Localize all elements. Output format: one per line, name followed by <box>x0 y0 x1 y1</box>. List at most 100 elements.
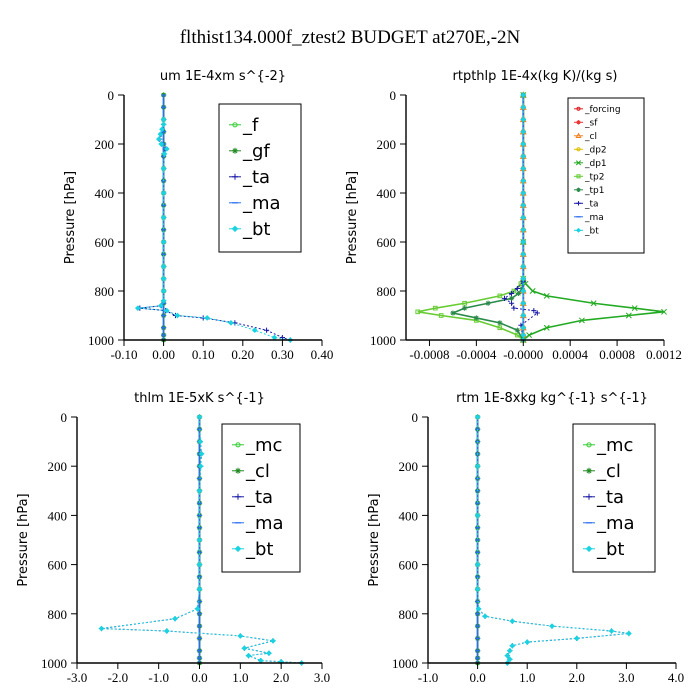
panel-title: rtpthlp 1E-4x(kg K)/(kg s) <box>453 69 618 84</box>
x-tick-label: 0.0008 <box>599 347 635 362</box>
legend-label: _tp1 <box>584 186 604 196</box>
data-point <box>474 414 481 420</box>
x-tick-label: 2.0 <box>569 670 585 685</box>
data-point <box>163 145 170 152</box>
legend-marker <box>231 225 239 233</box>
y-tick-label: 1000 <box>370 333 396 348</box>
legend-label: _cl <box>596 461 621 482</box>
data-point <box>534 310 540 316</box>
data-point <box>474 512 481 519</box>
data-point <box>497 293 503 299</box>
data-point <box>197 438 204 445</box>
data-point <box>415 309 421 315</box>
data-point <box>520 226 527 233</box>
y-axis-label: Pressure [hPa] <box>16 493 31 586</box>
data-point <box>270 637 276 644</box>
data-point <box>241 645 248 652</box>
y-tick-label: 800 <box>95 284 115 299</box>
data-point <box>160 239 167 245</box>
data-point <box>520 116 527 123</box>
series-tp1 <box>450 92 526 343</box>
y-tick-label: 0 <box>61 410 68 425</box>
legend-marker <box>234 545 242 553</box>
data-point <box>543 324 550 331</box>
x-tick-label: 3.0 <box>618 670 634 685</box>
y-tick-label: 400 <box>95 186 115 201</box>
legend-label: _mc <box>596 435 633 456</box>
data-point <box>279 334 285 341</box>
data-point <box>508 290 515 297</box>
data-point <box>515 332 520 338</box>
legend-label: _ta <box>245 487 273 508</box>
legend: _mc _cl _ta _ma _bt <box>221 423 301 573</box>
data-point <box>204 314 211 321</box>
data-point <box>198 450 205 457</box>
data-point <box>543 292 550 299</box>
data-point <box>520 214 527 221</box>
legend-label: _f <box>242 115 259 136</box>
y-tick-label: 800 <box>399 607 419 622</box>
data-point <box>98 625 105 632</box>
legend-label: _gf <box>242 141 270 162</box>
data-point <box>450 310 456 316</box>
y-tick-label: 0 <box>390 88 397 103</box>
data-point <box>482 613 488 620</box>
data-point <box>155 136 162 143</box>
legend-box <box>218 103 302 253</box>
legend: _forcing _sf _cl _dp2 _dp1 _tp2 _tp1 _ta _ma _bt <box>567 97 645 254</box>
data-point <box>506 647 513 654</box>
data-point <box>520 288 527 294</box>
data-point <box>625 630 632 637</box>
y-tick-label: 800 <box>48 607 68 622</box>
data-point <box>501 295 508 301</box>
x-tick-label: 1.0 <box>519 670 535 685</box>
data-point <box>134 305 141 312</box>
data-point <box>157 302 164 309</box>
data-point <box>578 317 585 324</box>
x-tick-label: 3.0 <box>314 670 330 685</box>
legend-label: _bt <box>245 539 273 560</box>
data-point <box>196 561 203 568</box>
data-point <box>520 263 527 270</box>
data-point <box>497 325 503 331</box>
legend-label: _dp1 <box>584 159 607 169</box>
data-point <box>590 300 597 307</box>
data-point <box>462 300 467 306</box>
data-point <box>520 177 527 184</box>
series-bt <box>474 414 632 666</box>
data-point <box>529 288 536 294</box>
x-tick-label: 0.0 <box>191 670 207 685</box>
data-point <box>432 305 438 311</box>
legend-label: _bt <box>584 226 599 236</box>
y-tick-label: 600 <box>48 558 68 573</box>
data-point <box>227 319 234 326</box>
legend-marker <box>575 160 582 166</box>
y-tick-label: 600 <box>399 558 419 573</box>
x-tick-label: -2.0 <box>108 670 129 685</box>
data-point <box>504 652 511 659</box>
y-axis-label: Pressure [hPa] <box>63 171 78 264</box>
x-tick-label: -0.0000 <box>503 347 543 362</box>
legend-label: _tp2 <box>584 172 604 182</box>
data-point <box>157 131 164 138</box>
data-point <box>520 275 527 282</box>
y-tick-label: 0 <box>412 410 419 425</box>
x-tick-label: -1.0 <box>418 670 439 685</box>
data-point <box>160 214 167 221</box>
y-tick-label: 400 <box>399 508 419 523</box>
legend-box <box>572 423 656 573</box>
y-tick-label: 200 <box>377 137 397 152</box>
x-tick-label: 4.0 <box>668 670 684 685</box>
data-point <box>474 463 481 470</box>
chart-panel-3: thlm 1E-5xK s^{-1} Pressure [hPa] 0 200 400 6… <box>16 391 330 685</box>
data-point <box>520 312 527 319</box>
data-point <box>631 305 638 312</box>
legend-box <box>221 423 301 573</box>
panel-title: thlm 1E-5xK s^{-1} <box>134 391 265 406</box>
data-point <box>508 295 515 301</box>
data-point <box>196 537 203 543</box>
data-point <box>160 288 167 294</box>
legend-marker <box>576 106 581 111</box>
y-tick-label: 600 <box>95 235 115 250</box>
legend: _f _gf _ta _ma _bt <box>218 103 302 253</box>
